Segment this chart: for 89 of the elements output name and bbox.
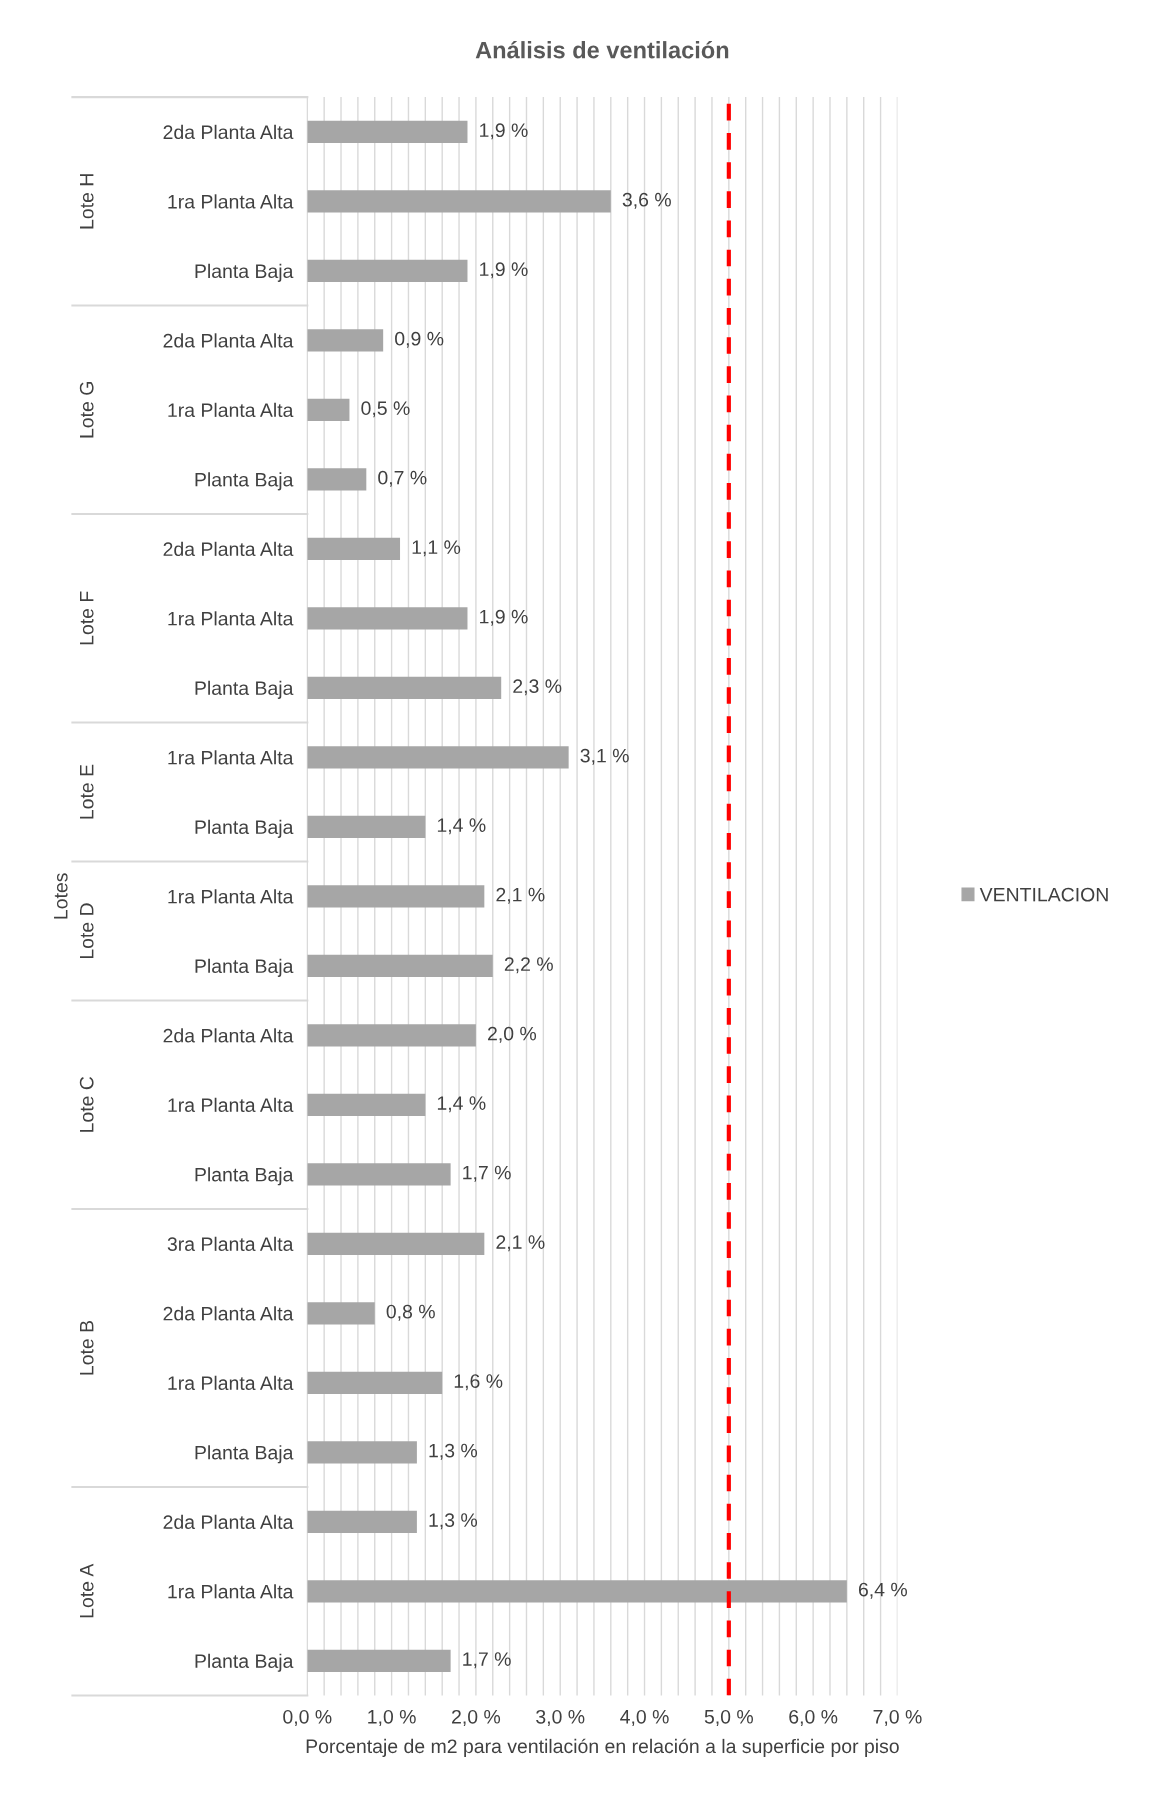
y-tick-label: Planta Baja (195, 1167, 294, 1186)
y-tick-label: Planta Baja (195, 1653, 294, 1672)
y-tick-label: 2da Planta Alta (163, 1514, 294, 1530)
bar (307, 1649, 451, 1672)
y-tick-label: Planta Baja (195, 958, 294, 977)
x-tick-label: 4,0 % (620, 1709, 669, 1726)
bar (307, 954, 493, 977)
x-axis-title: Porcentaje de m2 para ventilación en relación a la superficie por piso (306, 1738, 899, 1757)
legend-label: VENTILACION (979, 887, 1108, 902)
text: Lote B (80, 1320, 94, 1375)
text: Lote D (80, 903, 94, 959)
bar (307, 398, 350, 421)
y-tick-label: 3ra Planta Alta (167, 1236, 294, 1252)
x-tick-label: 0,0 % (283, 1709, 332, 1726)
chart-title: Análisis de ventilación (475, 40, 729, 59)
y-tick-label: 1ra Planta Alta (168, 750, 294, 765)
bar (307, 1371, 443, 1394)
data-label: 1,9 % (480, 609, 528, 626)
data-label: 1,9 % (480, 262, 528, 279)
data-label: 3,6 % (622, 192, 671, 209)
bar (307, 815, 426, 838)
data-label: 6,4 % (858, 1582, 907, 1599)
data-label: 1,7 % (463, 1165, 511, 1182)
data-label: 2,0 % (488, 1026, 537, 1043)
bar (307, 746, 569, 769)
text: Lote C (79, 1076, 94, 1132)
text: Lote F (80, 591, 94, 645)
bar (307, 537, 401, 560)
bar (307, 1510, 417, 1533)
bar (307, 1441, 417, 1464)
bar (307, 1093, 426, 1116)
data-label: 2,3 % (513, 679, 562, 696)
bar (307, 1302, 375, 1325)
y-tick-label: 2da Planta Alta (163, 1028, 294, 1043)
data-label: 1,6 % (454, 1374, 503, 1391)
x-tick-label: 5,0 % (704, 1709, 753, 1726)
y-tick-label: 1ra Planta Alta (168, 1375, 294, 1391)
bar (307, 120, 468, 143)
data-label: 0,8 % (386, 1304, 435, 1321)
y-tick-label: 1ra Planta Alta (168, 402, 294, 418)
bar (307, 885, 485, 908)
x-tick-label: 7,0 % (873, 1709, 922, 1726)
data-label: 2,1 % (496, 1235, 545, 1252)
y-tick-label: Planta Baja (195, 680, 294, 699)
bar (307, 468, 367, 491)
data-label: 0,5 % (361, 401, 410, 418)
bar (307, 1580, 847, 1603)
x-tick-label: 1,0 % (368, 1709, 416, 1726)
data-label: 1,3 % (429, 1513, 478, 1530)
y-tick-label: 2da Planta Alta (163, 1306, 294, 1321)
bar (307, 190, 611, 213)
y-tick-label: 1ra Planta Alta (168, 1584, 294, 1599)
text: Lote A (80, 1563, 94, 1618)
data-label: 0,9 % (395, 331, 444, 348)
bar (307, 1024, 476, 1047)
bar (307, 329, 384, 352)
x-tick-label: 3,0 % (536, 1709, 585, 1726)
data-label: 1,1 % (412, 540, 461, 557)
data-label: 3,1 % (580, 748, 629, 765)
data-label: 1,9 % (480, 123, 528, 140)
y-axis-title: Lotes (54, 873, 68, 919)
data-label: 1,3 % (429, 1443, 478, 1460)
y-tick-label: 2da Planta Alta (163, 124, 294, 140)
text: Lote E (80, 764, 94, 819)
text: Lote G (79, 382, 94, 438)
y-tick-label: 2da Planta Alta (163, 333, 294, 348)
y-tick-label: Planta Baja (195, 1445, 294, 1464)
bar (307, 1163, 451, 1186)
y-tick-label: Planta Baja (195, 263, 294, 282)
data-label: 2,1 % (496, 887, 545, 904)
y-tick-label: Planta Baja (195, 472, 294, 491)
x-tick-label: 2,0 % (452, 1709, 501, 1726)
data-label: 1,4 % (437, 818, 486, 835)
y-tick-label: 1ra Planta Alta (168, 611, 294, 626)
x-tick-label: 6,0 % (789, 1709, 838, 1726)
y-tick-label: 2da Planta Alta (163, 541, 294, 557)
bar (307, 676, 502, 699)
bar (307, 607, 468, 630)
text: Lote H (80, 174, 94, 229)
data-label: 1,4 % (437, 1096, 486, 1113)
data-label: 0,7 % (378, 470, 427, 487)
y-tick-label: 1ra Planta Alta (168, 889, 294, 904)
y-tick-label: Planta Baja (195, 819, 294, 838)
y-tick-label: 1ra Planta Alta (168, 194, 294, 209)
bar (307, 259, 468, 282)
data-label: 2,2 % (504, 957, 553, 974)
bar (307, 1232, 485, 1255)
y-tick-label: 1ra Planta Alta (168, 1097, 294, 1113)
data-label: 1,7 % (463, 1652, 511, 1669)
